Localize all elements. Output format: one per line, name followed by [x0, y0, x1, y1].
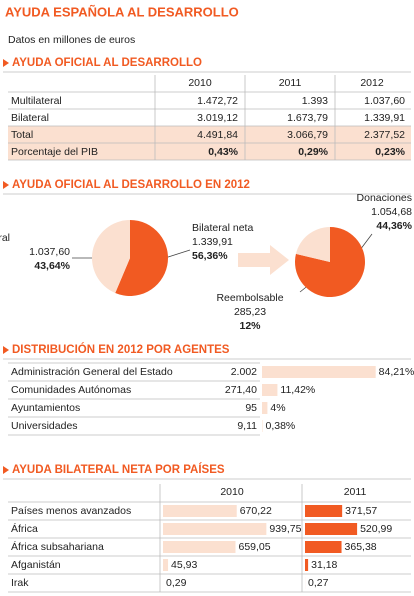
bar — [163, 559, 169, 571]
bar — [305, 523, 358, 535]
slice-label: Bilateral neta — [192, 222, 253, 234]
bar-label: 0,27 — [308, 577, 329, 589]
header-arrow — [3, 59, 9, 67]
bar — [262, 420, 263, 432]
bar — [305, 505, 343, 517]
bar-label: 670,22 — [240, 505, 272, 517]
row-label: Multilateral — [11, 95, 62, 107]
arrow — [238, 245, 289, 275]
pie-slice — [295, 227, 330, 262]
pie-slice — [91, 220, 130, 294]
section-title: AYUDA BILATERAL NETA POR PAÍSES — [12, 463, 225, 476]
column-header: 2010 — [188, 77, 212, 89]
slice-value: 1.054,68 — [371, 206, 412, 218]
cell: 0,29% — [298, 146, 328, 158]
category-label: Irak — [11, 577, 29, 589]
cell: 1.472,72 — [197, 95, 238, 107]
slice-value: 1.339,91 — [192, 236, 233, 248]
series-label: 2010 — [220, 486, 244, 498]
bar-label: 371,57 — [345, 505, 377, 517]
series-label: 2011 — [344, 486, 367, 498]
category-label: África subsahariana — [11, 540, 104, 553]
category-label: Ayuntamientos — [11, 402, 80, 414]
column-header: 2012 — [360, 77, 384, 89]
bar-label: 520,99 — [360, 523, 392, 535]
category-label: África — [11, 522, 38, 535]
cell: 2.377,52 — [364, 129, 405, 141]
slice-share: 44,36% — [376, 220, 412, 232]
slice-value: 1.037,60 — [29, 246, 70, 258]
slice-share: 12% — [239, 320, 261, 332]
slice-value: 285,23 — [234, 306, 266, 318]
row-label: Bilateral — [11, 112, 49, 124]
bar — [163, 523, 267, 535]
amount: 271,40 — [225, 384, 257, 396]
bar — [163, 541, 236, 553]
column-header: 2011 — [279, 77, 302, 89]
bar-label: 45,93 — [171, 559, 197, 571]
bar-label: 365,38 — [345, 541, 377, 553]
amount: 9,11 — [237, 420, 257, 432]
bar-label: 659,05 — [238, 541, 270, 553]
cell: 3.019,12 — [197, 112, 238, 124]
section-title: AYUDA OFICIAL AL DESARROLLO EN 2012 — [12, 179, 250, 191]
category-label: Países menos avanzados — [11, 505, 131, 517]
cell: 1.673,79 — [287, 112, 328, 124]
section-title: AYUDA OFICIAL AL DESARROLLO — [12, 57, 202, 69]
cell: 3.066,79 — [287, 129, 328, 141]
bar — [262, 366, 376, 378]
cell: 1.393 — [302, 95, 328, 107]
bar-label: 0,29 — [166, 577, 187, 589]
row-bg — [8, 143, 411, 160]
bar-label: 0,38% — [266, 420, 296, 432]
pie-slice — [115, 220, 168, 296]
category-label: Administración General del Estado — [11, 366, 173, 378]
slice-label: Donaciones — [357, 192, 412, 204]
slice-label: Multilateral — [0, 232, 10, 244]
cell: 4.491,84 — [197, 129, 238, 141]
header-arrow — [3, 466, 9, 474]
bar-label: 939,75 — [269, 523, 301, 535]
subtitle: Datos en millones de euros — [8, 34, 135, 46]
amount: 2.002 — [231, 366, 257, 378]
slice-label: Reembolsable — [216, 292, 283, 304]
bar-label: 11,42% — [280, 384, 315, 396]
bar-label: 31,18 — [311, 559, 337, 571]
slice-share: 43,64% — [34, 260, 70, 272]
cell: 0,43% — [208, 146, 238, 158]
cell: 0,23% — [375, 146, 405, 158]
bar — [262, 384, 278, 396]
bar-label: 84,21% — [379, 366, 414, 378]
cell: 1.339,91 — [364, 112, 405, 124]
header-arrow — [3, 181, 9, 189]
header-arrow — [3, 346, 9, 354]
row-label: Total — [11, 129, 33, 141]
slice-share: 56,36% — [192, 250, 228, 262]
page-title: AYUDA ESPAÑOLA AL DESARROLLO — [5, 4, 239, 19]
category-label: Universidades — [11, 420, 78, 432]
row-bg — [8, 126, 411, 143]
bar — [305, 559, 309, 571]
bar — [163, 505, 237, 517]
section-title: DISTRIBUCIÓN EN 2012 POR AGENTES — [12, 343, 230, 356]
cell: 1.037,60 — [364, 95, 405, 107]
amount: 95 — [245, 402, 257, 414]
bar — [262, 402, 268, 414]
bar-label: 4% — [270, 402, 285, 414]
category-label: Afganistán — [11, 559, 61, 571]
category-label: Comunidades Autónomas — [11, 384, 131, 396]
row-label: Porcentaje del PIB — [11, 146, 98, 158]
bar — [305, 541, 342, 553]
